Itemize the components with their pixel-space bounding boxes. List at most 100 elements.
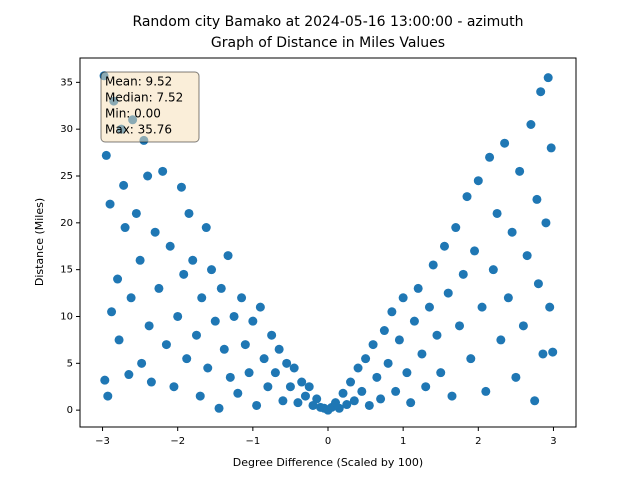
- point: [473, 176, 483, 186]
- point: [105, 199, 115, 209]
- point: [161, 340, 171, 350]
- point: [548, 347, 558, 357]
- point: [394, 335, 404, 345]
- point: [195, 391, 205, 401]
- x-tick-label: 2: [475, 436, 481, 447]
- point: [379, 326, 389, 336]
- point: [203, 363, 213, 373]
- point: [225, 372, 235, 382]
- point: [511, 372, 521, 382]
- point: [443, 288, 453, 298]
- annotation-line: Min: 0.00: [105, 107, 161, 121]
- point: [428, 260, 438, 270]
- point: [424, 302, 434, 312]
- point: [297, 377, 307, 387]
- x-tick-label: −3: [95, 436, 110, 447]
- point: [240, 340, 250, 350]
- point: [515, 166, 525, 176]
- point: [188, 255, 198, 265]
- y-tick-label: 15: [60, 265, 73, 276]
- point: [533, 279, 543, 289]
- point: [223, 251, 233, 261]
- point: [413, 283, 423, 293]
- point: [530, 396, 540, 406]
- point: [182, 354, 192, 364]
- x-tick-label: −1: [245, 436, 260, 447]
- point: [383, 358, 393, 368]
- point: [387, 307, 397, 317]
- annotation-line: Max: 35.76: [105, 123, 172, 137]
- point: [398, 293, 408, 303]
- point: [402, 368, 412, 378]
- point: [417, 349, 427, 359]
- annotation-line: Mean: 9.52: [105, 75, 172, 89]
- point: [120, 223, 130, 233]
- point: [229, 311, 239, 321]
- point: [406, 398, 416, 408]
- point: [165, 241, 175, 251]
- point: [207, 265, 217, 275]
- point: [135, 255, 145, 265]
- point: [541, 218, 551, 228]
- point: [293, 398, 303, 408]
- point: [349, 396, 359, 406]
- y-tick-label: 5: [67, 358, 73, 369]
- point: [485, 152, 495, 162]
- y-tick-label: 10: [60, 311, 73, 322]
- point: [312, 394, 322, 404]
- point: [107, 307, 117, 317]
- point: [496, 335, 506, 345]
- point: [507, 227, 517, 237]
- point: [285, 382, 295, 392]
- point: [214, 403, 224, 413]
- point: [144, 321, 154, 331]
- point: [100, 375, 110, 385]
- point: [500, 138, 510, 148]
- x-tick-label: 0: [325, 436, 331, 447]
- y-tick-label: 25: [60, 171, 73, 182]
- annotation-box: [100, 71, 200, 143]
- point: [432, 330, 442, 340]
- y-tick-label: 30: [60, 124, 73, 135]
- point: [169, 382, 179, 392]
- point: [143, 171, 153, 181]
- point: [376, 394, 386, 404]
- point: [451, 223, 461, 233]
- point: [409, 316, 419, 326]
- point: [436, 368, 446, 378]
- x-axis-label: Degree Difference (Scaled by 100): [233, 456, 423, 469]
- y-tick-label: 0: [67, 405, 73, 416]
- point: [101, 150, 111, 160]
- point: [146, 377, 156, 387]
- x-tick-label: −2: [170, 436, 185, 447]
- point: [137, 358, 147, 368]
- point: [361, 354, 371, 364]
- chart-title: Random city Bamako at 2024-05-16 13:00:0…: [132, 14, 523, 30]
- point: [545, 302, 555, 312]
- point: [282, 358, 292, 368]
- point: [233, 388, 243, 398]
- point: [458, 269, 468, 279]
- point: [300, 391, 310, 401]
- point: [289, 363, 299, 373]
- point: [334, 403, 344, 413]
- point: [342, 400, 352, 410]
- point: [176, 182, 186, 192]
- point: [481, 386, 491, 396]
- point: [353, 363, 363, 373]
- point: [304, 382, 314, 392]
- point: [526, 119, 536, 129]
- point: [154, 283, 164, 293]
- point: [259, 354, 269, 364]
- point: [158, 166, 168, 176]
- point: [191, 330, 201, 340]
- point: [503, 293, 513, 303]
- point: [255, 302, 265, 312]
- axes-frame: [79, 57, 577, 428]
- point: [267, 330, 277, 340]
- point: [536, 87, 546, 97]
- point: [455, 321, 465, 331]
- point: [488, 265, 498, 275]
- point: [263, 382, 273, 392]
